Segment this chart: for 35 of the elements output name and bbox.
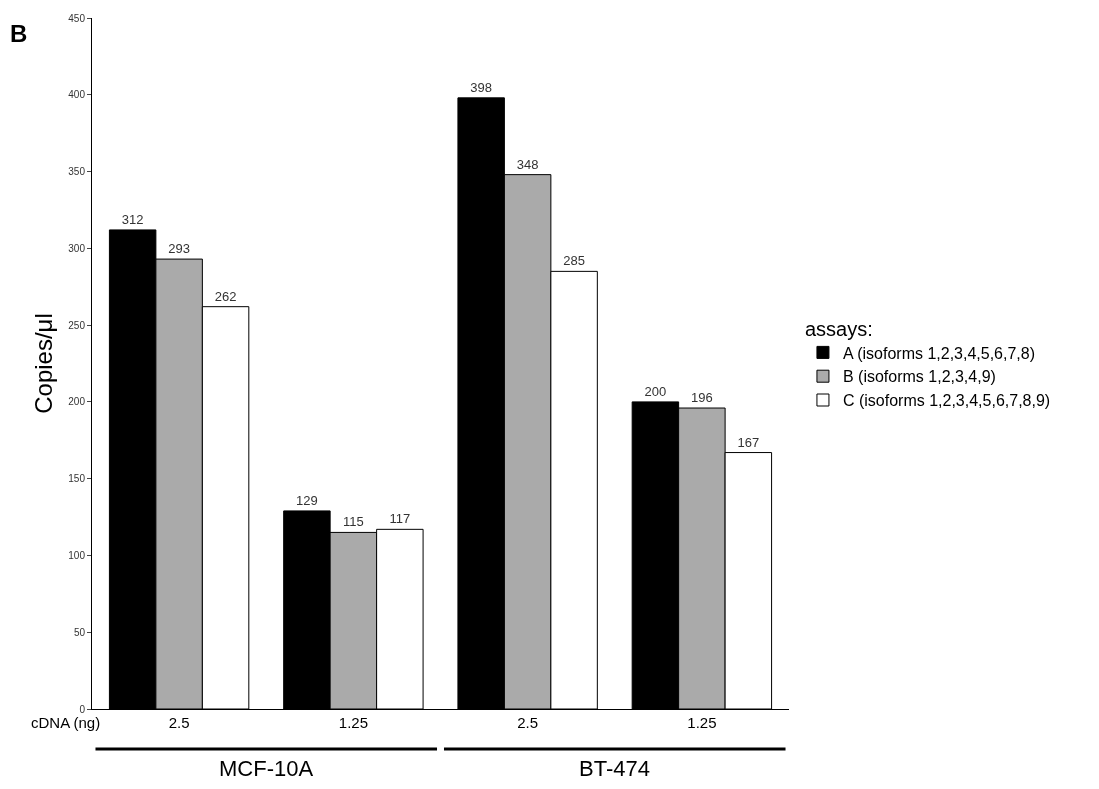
y-tick-label: 100 [68,549,86,561]
x-tick-label: 1.25 [338,714,368,731]
data-label: 115 [343,514,364,530]
y-tick-label: 400 [68,89,86,101]
data-label: 312 [121,211,144,227]
data-label: 200 [644,383,667,399]
text: cDNA (ng) [31,714,101,731]
text: BT-474 [579,756,650,781]
y-axis-title: Copies/μl [30,313,58,414]
x-tick-label: 1.25 [687,714,717,731]
data-label: 398 [470,79,493,95]
data-label: 293 [168,241,190,257]
x-tick-label: 2.5 [168,714,190,731]
y-tick-label: 300 [68,242,86,254]
data-label: 167 [737,434,760,450]
legend-label: C (isoforms 1,2,3,4,5,6,7,8,9) [842,392,1051,410]
y-tick-label: 0 [79,703,86,715]
text: MCF-10A [219,756,314,781]
data-label: 348 [516,156,539,172]
data-label: 196 [691,390,713,406]
legend-title: assays: [804,317,873,340]
y-tick-label: 50 [73,626,86,638]
data-label: 117 [389,511,411,527]
text: B [10,20,28,47]
data-label: 129 [296,492,318,508]
y-tick-label: 450 [68,12,86,24]
legend-label: B (isoforms 1,2,3,4,9) [842,368,996,386]
y-tick-label: 350 [68,166,86,178]
y-tick-label: 200 [68,396,86,408]
legend-label: A (isoforms 1,2,3,4,5,6,7,8) [842,344,1036,362]
y-tick-label: 250 [68,319,86,331]
data-label: 262 [214,288,237,304]
data-label: 285 [563,253,585,269]
x-tick-label: 2.5 [517,714,539,731]
y-tick-label: 150 [68,473,86,485]
